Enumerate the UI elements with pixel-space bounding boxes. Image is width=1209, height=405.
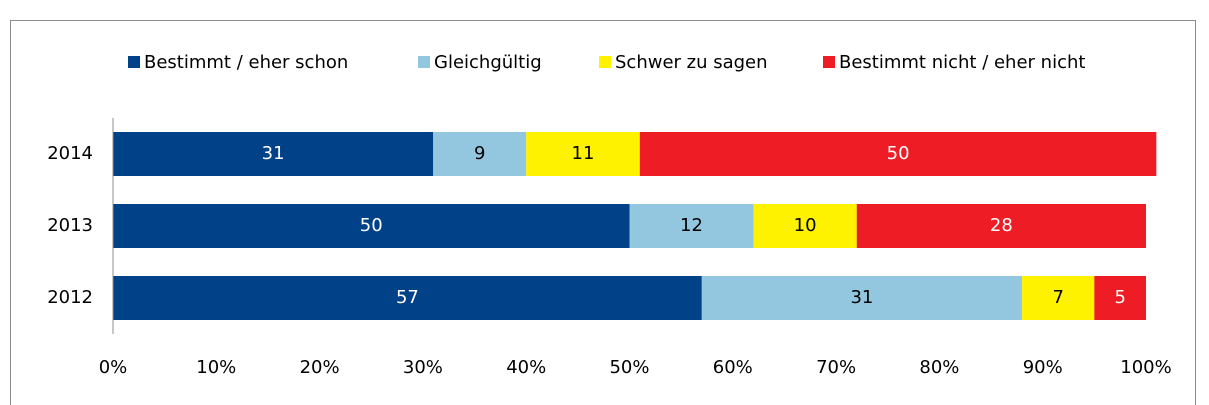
data-label: 50 bbox=[887, 143, 910, 164]
legend-swatch bbox=[599, 56, 611, 68]
y-tick-label: 2014 bbox=[47, 143, 93, 164]
y-tick-label: 2012 bbox=[47, 287, 93, 308]
x-tick-label: 10% bbox=[196, 357, 236, 378]
x-tick-label: 40% bbox=[506, 357, 546, 378]
x-tick-label: 20% bbox=[300, 357, 340, 378]
x-tick-label: 90% bbox=[1023, 357, 1063, 378]
x-tick-label: 50% bbox=[609, 357, 649, 378]
legend-label: Bestimmt nicht / eher nicht bbox=[839, 52, 1085, 73]
legend-label: Schwer zu sagen bbox=[615, 52, 768, 73]
y-tick-label: 2013 bbox=[47, 215, 93, 236]
bar-segment bbox=[639, 132, 1157, 176]
bar-segment bbox=[113, 276, 702, 320]
data-label: 11 bbox=[572, 143, 595, 164]
bar-segment bbox=[1094, 276, 1146, 320]
bar-segment bbox=[113, 132, 434, 176]
x-tick-label: 30% bbox=[403, 357, 443, 378]
x-tick-label: 60% bbox=[713, 357, 753, 378]
bar-segment bbox=[526, 132, 640, 176]
data-label: 10 bbox=[794, 215, 817, 236]
data-label: 57 bbox=[396, 287, 419, 308]
x-tick-label: 0% bbox=[99, 357, 128, 378]
data-label: 5 bbox=[1114, 287, 1125, 308]
x-tick-label: 80% bbox=[919, 357, 959, 378]
x-tick-label: 70% bbox=[816, 357, 856, 378]
legend-swatch bbox=[128, 56, 140, 68]
legend-swatch bbox=[418, 56, 430, 68]
x-tick-label: 100% bbox=[1120, 357, 1171, 378]
bar-segment bbox=[701, 276, 1023, 320]
data-label: 28 bbox=[990, 215, 1013, 236]
bar-segment bbox=[1022, 276, 1095, 320]
bar-segment bbox=[856, 204, 1146, 248]
data-label: 31 bbox=[262, 143, 285, 164]
bar-segment bbox=[433, 132, 527, 176]
data-label: 7 bbox=[1052, 287, 1063, 308]
data-label: 9 bbox=[474, 143, 485, 164]
data-label: 31 bbox=[850, 287, 873, 308]
bar-segment bbox=[629, 204, 754, 248]
bar-segment bbox=[113, 204, 630, 248]
data-label: 12 bbox=[680, 215, 703, 236]
bar-segment bbox=[753, 204, 857, 248]
chart-frame bbox=[10, 20, 1196, 405]
legend-swatch bbox=[823, 56, 835, 68]
data-label: 50 bbox=[360, 215, 383, 236]
legend-label: Bestimmt / eher schon bbox=[144, 52, 348, 73]
legend-label: Gleichgültig bbox=[434, 52, 542, 73]
